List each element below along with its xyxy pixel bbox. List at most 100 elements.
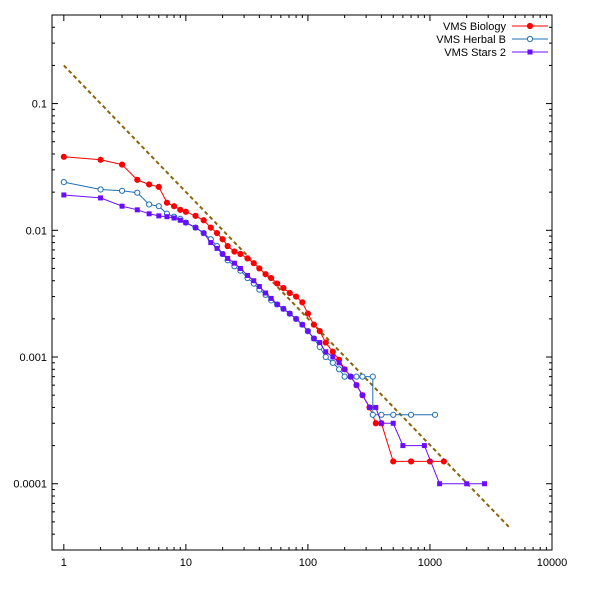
data-point	[369, 411, 376, 418]
data-point	[341, 373, 348, 380]
data-point	[225, 255, 231, 261]
data-point	[330, 354, 336, 360]
data-point	[316, 328, 323, 335]
legend-swatch-marker	[527, 49, 533, 55]
data-point	[268, 295, 274, 301]
data-point	[274, 280, 281, 287]
data-point	[359, 392, 365, 398]
data-point	[177, 206, 184, 213]
data-point	[305, 328, 311, 334]
x-tick-label: 1000	[418, 557, 442, 569]
y-tick-label: 0.0001	[13, 479, 47, 491]
data-point	[231, 260, 237, 266]
data-point	[60, 153, 67, 160]
data-point	[118, 161, 126, 168]
data-point	[378, 420, 384, 426]
data-point	[421, 443, 427, 449]
data-point	[322, 339, 329, 346]
data-point	[244, 255, 251, 262]
data-point	[299, 299, 306, 306]
data-point	[245, 272, 251, 278]
data-point	[407, 458, 415, 465]
data-point	[256, 284, 262, 290]
data-point	[118, 187, 126, 194]
legend-label: VMS Herbal B	[436, 34, 506, 46]
data-point	[193, 225, 199, 231]
data-point	[262, 271, 269, 278]
data-point	[183, 220, 189, 226]
data-point	[97, 156, 104, 163]
data-point	[367, 404, 373, 410]
data-point	[61, 192, 67, 198]
data-point	[208, 240, 214, 246]
data-point	[400, 443, 406, 449]
data-point	[256, 265, 263, 272]
y-tick-label: 0.01	[26, 225, 47, 237]
data-point	[431, 411, 439, 418]
data-point	[156, 213, 162, 219]
data-point	[98, 195, 104, 201]
data-point	[171, 215, 177, 221]
data-point	[146, 211, 152, 217]
data-point	[146, 181, 153, 188]
data-point	[390, 411, 397, 418]
data-point	[310, 321, 318, 328]
data-point	[353, 382, 359, 388]
data-point	[372, 420, 379, 427]
data-point	[482, 481, 488, 487]
data-point	[134, 176, 141, 183]
data-point	[164, 214, 170, 220]
data-point	[336, 360, 342, 366]
data-point	[250, 260, 257, 267]
data-point	[274, 301, 280, 307]
axis-layer: 1 10 100 1000 10000 0.1 0.01 0.001 0.0001	[13, 14, 567, 569]
data-point	[304, 310, 312, 317]
data-point	[335, 366, 343, 373]
x-tick-label: 100	[299, 557, 317, 569]
data-point	[287, 311, 293, 317]
data-point	[311, 336, 317, 342]
data-point	[263, 290, 269, 296]
data-point	[170, 203, 178, 210]
data-point	[353, 373, 360, 380]
data-point	[329, 359, 336, 366]
data-point	[464, 481, 470, 487]
data-point	[134, 207, 140, 213]
data-point	[182, 208, 189, 215]
legend-swatch-marker	[526, 22, 534, 30]
legend-swatch-marker	[526, 35, 534, 43]
data-point	[201, 230, 207, 236]
data-point	[155, 203, 162, 210]
legend-label: VMS Stars 2	[444, 47, 506, 59]
data-point	[390, 458, 397, 465]
data-point	[323, 349, 329, 355]
data-point	[155, 183, 162, 191]
data-point	[299, 322, 305, 328]
series-layer	[60, 153, 488, 487]
data-point	[192, 212, 199, 219]
data-point	[163, 199, 171, 206]
data-point	[268, 274, 275, 282]
data-point	[437, 481, 443, 487]
reference-line-layer	[63, 64, 511, 529]
data-point	[440, 458, 447, 465]
data-point	[237, 250, 244, 258]
data-point	[322, 353, 329, 361]
data-point	[207, 224, 214, 231]
data-point	[200, 217, 207, 224]
data-point	[231, 248, 238, 255]
data-point	[286, 289, 293, 297]
data-point	[251, 278, 257, 284]
data-point	[60, 179, 67, 186]
data-point	[293, 316, 299, 322]
data-point	[292, 293, 300, 300]
reference-power-law-line	[63, 64, 511, 529]
data-point	[220, 251, 226, 257]
data-point	[348, 374, 354, 380]
x-tick-label: 1	[61, 557, 67, 569]
legend-label: VMS Biology	[443, 21, 506, 33]
data-point	[146, 201, 153, 208]
data-point	[369, 373, 376, 380]
